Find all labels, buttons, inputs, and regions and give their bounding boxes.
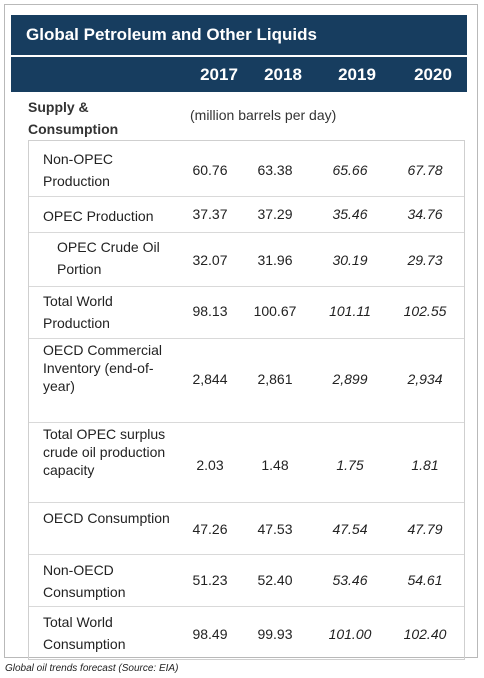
value-2020: 34.76: [407, 206, 443, 222]
year-header-2018: 2018: [264, 65, 302, 84]
value-2019: 101.00: [328, 626, 372, 642]
value-2020: 67.78: [407, 162, 443, 178]
value-2020: 29.73: [407, 252, 443, 268]
value-2017: 98.13: [192, 303, 228, 319]
value-2018: 47.53: [257, 521, 293, 537]
row-label: OECD Consumption: [43, 510, 170, 526]
row-label: OPEC Crude Oil Portion: [57, 239, 160, 277]
value-2018: 37.29: [257, 206, 293, 222]
value-2018: 99.93: [257, 626, 293, 642]
value-2017: 37.37: [192, 206, 228, 222]
value-2019: 2,899: [332, 371, 368, 387]
table-row: OPEC Production 37.37 37.29 35.46 34.76: [29, 197, 464, 233]
table-row: OECD Commercial Inventory (end-of-year) …: [29, 339, 464, 423]
value-2018: 1.48: [261, 457, 289, 473]
table-row: Total World Production 98.13 100.67 101.…: [29, 287, 464, 339]
row-label: Non-OPEC Production: [43, 151, 114, 189]
year-header-2017: 2017: [200, 65, 238, 84]
value-2019: 47.54: [332, 521, 368, 537]
value-2018: 31.96: [257, 252, 293, 268]
year-header-2020: 2020: [414, 65, 452, 84]
value-2020: 47.79: [407, 521, 443, 537]
table-row: Total World Consumption 98.49 99.93 101.…: [29, 607, 464, 659]
value-2019: 53.46: [332, 572, 368, 588]
row-label: Non-OECD Consumption: [43, 562, 126, 600]
section-label: Supply & Consumption: [28, 96, 178, 140]
value-2017: 32.07: [192, 252, 228, 268]
value-2019: 30.19: [332, 252, 368, 268]
table-row: Non-OECD Consumption 51.23 52.40 53.46 5…: [29, 555, 464, 607]
value-2017: 60.76: [192, 162, 228, 178]
table-title: Global Petroleum and Other Liquids: [11, 15, 467, 55]
row-label: OPEC Production: [43, 208, 154, 224]
row-label: Total World Consumption: [43, 614, 126, 652]
row-label: Total World Production: [43, 293, 113, 331]
value-2017: 47.26: [192, 521, 228, 537]
section-label-line-2: Consumption: [28, 121, 119, 137]
table-row: OPEC Crude Oil Portion 32.07 31.96 30.19…: [29, 233, 464, 287]
value-2017: 98.49: [192, 626, 228, 642]
value-2019: 65.66: [332, 162, 368, 178]
data-table: Non-OPEC Production 60.76 63.38 65.66 67…: [28, 140, 465, 660]
value-2019: 35.46: [332, 206, 368, 222]
value-2020: 102.40: [403, 626, 447, 642]
value-2019: 1.75: [336, 457, 364, 473]
unit-label: (million barrels per day): [190, 107, 337, 123]
value-2018: 100.67: [253, 303, 297, 319]
value-2018: 63.38: [257, 162, 293, 178]
figure-frame: [4, 4, 478, 658]
year-header: 2017 2018 2019 2020: [11, 57, 467, 92]
value-2017: 2,844: [192, 371, 228, 387]
value-2017: 2.03: [196, 457, 224, 473]
table-row: Non-OPEC Production 60.76 63.38 65.66 67…: [29, 141, 464, 197]
value-2019: 101.11: [329, 303, 371, 319]
value-2020: 1.81: [411, 457, 439, 473]
section-label-line-1: Supply &: [28, 99, 89, 115]
value-2018: 2,861: [257, 371, 293, 387]
value-2017: 51.23: [192, 572, 228, 588]
row-label: Total OPEC surplus crude oil production …: [43, 426, 166, 478]
value-2020: 2,934: [407, 371, 443, 387]
value-2020: 102.55: [403, 303, 447, 319]
value-2020: 54.61: [407, 572, 443, 588]
table-row: OECD Consumption 47.26 47.53 47.54 47.79: [29, 503, 464, 555]
row-label: OECD Commercial Inventory (end-of-year): [43, 342, 163, 394]
figure-caption: Global oil trends forecast (Source: EIA): [5, 663, 179, 674]
table-row: Total OPEC surplus crude oil production …: [29, 423, 464, 503]
year-header-2019: 2019: [338, 65, 376, 84]
value-2018: 52.40: [257, 572, 293, 588]
